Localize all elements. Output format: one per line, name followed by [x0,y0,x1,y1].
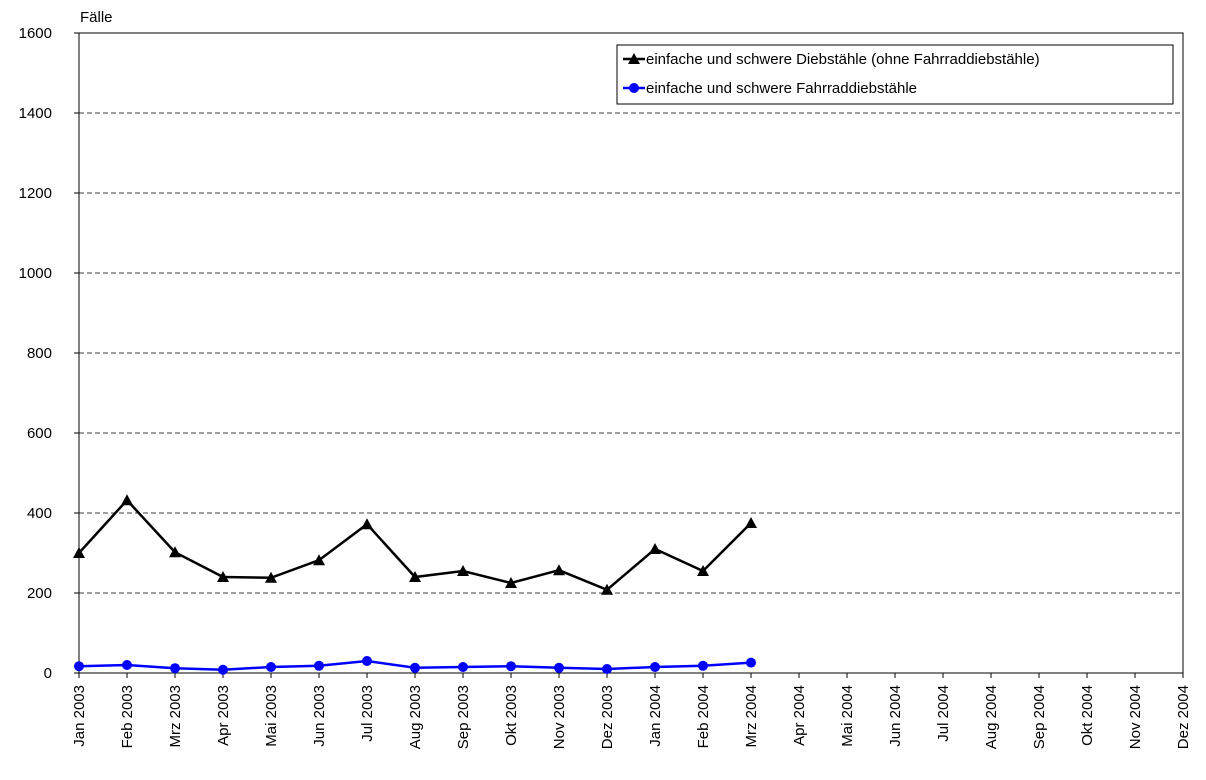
legend-label: einfache und schwere Fahrraddiebstähle [646,80,917,97]
y-tick-label: 0 [44,665,52,682]
x-tick-label: Sep 2003 [455,685,472,749]
data-point [649,543,661,554]
y-tick-label: 1600 [19,25,52,42]
legend-marker [629,83,639,93]
x-tick-label: Okt 2004 [1079,685,1096,746]
legend-box [616,44,1174,105]
data-point [409,571,421,582]
x-tick-label: Dez 2004 [1175,685,1192,749]
data-point [121,494,133,506]
x-tick-label: Jun 2003 [311,685,328,747]
data-point [169,546,181,558]
x-tick-label: Okt 2003 [503,685,520,746]
x-tick-label: Dez 2003 [599,685,616,749]
legend-marker [628,53,640,64]
x-tick-label: Jul 2003 [359,685,376,742]
y-tick-label: 1200 [19,185,52,202]
data-point [602,664,612,674]
x-tick-label: Feb 2003 [119,685,136,748]
data-point [745,517,757,528]
x-tick-label: Nov 2003 [551,685,568,749]
y-axis-label: Fälle [80,9,113,26]
data-point [601,583,613,595]
data-point [553,564,565,576]
x-tick-label: Mai 2003 [263,685,280,747]
x-tick-label: Apr 2004 [791,685,808,746]
x-tick-label: Jul 2004 [935,685,952,742]
data-point [265,571,277,583]
data-point [314,660,324,671]
data-point [506,661,516,672]
y-tick-label: 400 [27,505,52,522]
data-point [313,554,325,566]
data-point [361,518,373,530]
data-point [266,662,276,672]
data-point [170,663,180,674]
x-tick-label: Jan 2003 [71,685,88,747]
data-point [122,660,132,670]
data-point [362,656,372,666]
x-tick-label: Apr 2003 [215,685,232,746]
x-tick-label: Nov 2004 [1127,685,1144,749]
x-tick-label: Mrz 2004 [743,685,760,748]
data-point [74,661,84,672]
data-point [458,662,468,672]
x-tick-label: Mrz 2003 [167,685,184,748]
data-point [218,664,228,675]
y-tick-label: 1000 [19,265,52,282]
data-point [746,657,756,668]
data-point [457,565,469,576]
data-point [697,565,709,576]
legend-label: einfache und schwere Diebstähle (ohne Fa… [646,51,1040,68]
y-tick-label: 600 [27,425,52,442]
data-point [73,547,85,558]
x-tick-label: Jun 2004 [887,685,904,747]
y-tick-label: 1400 [19,105,52,122]
x-tick-label: Aug 2003 [407,685,424,749]
data-point [650,662,660,672]
data-point [217,571,229,582]
x-tick-label: Sep 2004 [1031,685,1048,749]
data-point [554,662,564,673]
x-tick-label: Aug 2004 [983,685,1000,749]
plot-border [78,32,1184,674]
data-point [505,577,517,588]
x-tick-label: Mai 2004 [839,685,856,747]
data-point [698,660,708,671]
x-tick-label: Feb 2004 [695,685,712,748]
y-tick-label: 200 [27,585,52,602]
x-tick-label: Jan 2004 [647,685,664,747]
data-point [410,662,420,673]
y-tick-label: 800 [27,345,52,362]
